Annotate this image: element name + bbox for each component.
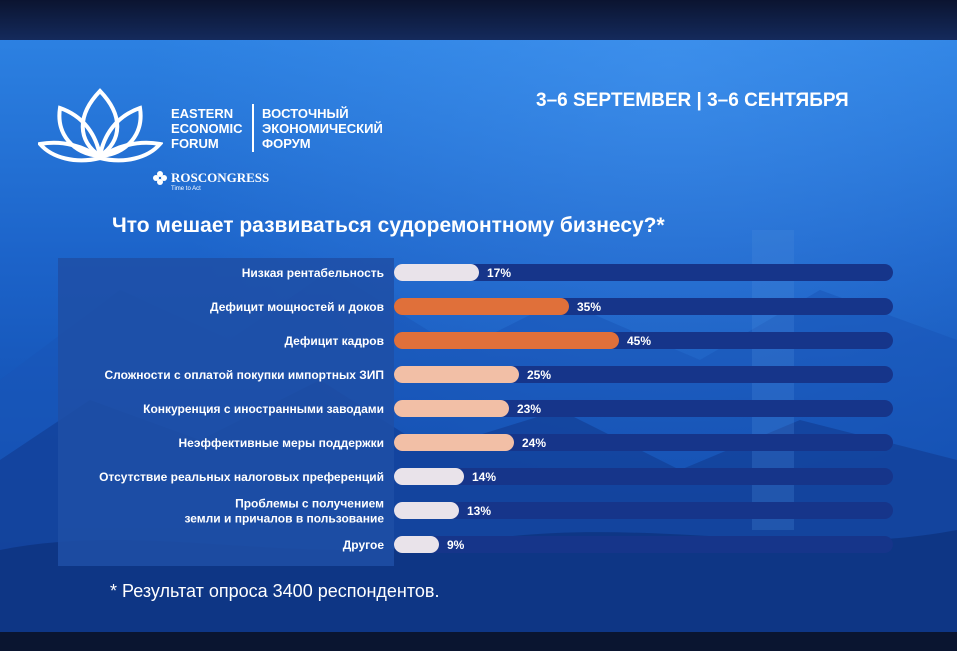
- bar-track: [394, 536, 893, 553]
- forum-logo: EASTERN ECONOMIC FORUM ВОСТОЧНЫЙ ЭКОНОМИ…: [38, 84, 398, 194]
- bar: [394, 264, 479, 281]
- category-label: Дефицит кадров: [284, 334, 384, 348]
- logo-en-line: FORUM: [171, 136, 219, 151]
- bar-track: [394, 468, 893, 485]
- logo-text-english: EASTERN ECONOMIC FORUM: [171, 106, 261, 151]
- bar-track: [394, 366, 893, 383]
- bar: [394, 468, 464, 485]
- bar-value-label: 35%: [577, 300, 601, 314]
- bar-track: [394, 400, 893, 417]
- roscongress-flower-icon: [153, 171, 167, 185]
- category-label: Низкая рентабельность: [242, 266, 384, 280]
- category-label: Дефицит мощностей и доков: [210, 300, 384, 314]
- bar: [394, 536, 439, 553]
- chart-title: Что мешает развиваться судоремонтному би…: [112, 214, 665, 237]
- bar-value-label: 9%: [447, 538, 465, 552]
- bar-track: [394, 264, 893, 281]
- logo-divider: [252, 104, 254, 152]
- bar-track: [394, 502, 893, 519]
- category-label: Проблемы с получением: [235, 497, 384, 511]
- bar: [394, 366, 519, 383]
- category-label: Сложности с оплатой покупки импортных ЗИ…: [104, 368, 384, 382]
- bar-value-label: 45%: [627, 334, 651, 348]
- roscongress-tagline: Time to Act: [171, 186, 201, 192]
- event-dates: 3–6 SEPTEMBER | 3–6 СЕНТЯБРЯ: [536, 90, 849, 111]
- logo-ru-line: ЭКОНОМИЧЕСКИЙ: [262, 121, 383, 136]
- category-label: Отсутствие реальных налоговых преференци…: [99, 470, 384, 484]
- bar: [394, 434, 514, 451]
- bar: [394, 400, 509, 417]
- bar-value-label: 14%: [472, 470, 496, 484]
- survey-footnote: * Результат опроса 3400 респондентов.: [110, 581, 440, 601]
- category-label: земли и причалов в пользование: [184, 512, 384, 526]
- monitor-bezel-bottom: [0, 632, 957, 651]
- bar-value-label: 24%: [522, 436, 546, 450]
- category-label: Неэффективные меры поддержки: [179, 436, 384, 450]
- bar: [394, 502, 459, 519]
- bar: [394, 332, 619, 349]
- bar-value-label: 17%: [487, 266, 511, 280]
- roscongress-logo-text: ROSCONGRESS: [171, 170, 270, 185]
- monitor-bezel-top: [0, 0, 957, 40]
- lotus-logo-icon: [38, 88, 163, 163]
- logo-en-line: EASTERN: [171, 106, 234, 121]
- bar-value-label: 23%: [517, 402, 541, 416]
- logo-ru-line: ФОРУМ: [262, 136, 311, 151]
- category-label: Конкуренция с иностранными заводами: [143, 402, 384, 416]
- logo-ru-line: ВОСТОЧНЫЙ: [262, 106, 349, 121]
- category-label-panel: [58, 258, 394, 566]
- bar-track: [394, 434, 893, 451]
- bar: [394, 298, 569, 315]
- bar-value-label: 25%: [527, 368, 551, 382]
- logo-text-russian: ВОСТОЧНЫЙ ЭКОНОМИЧЕСКИЙ ФОРУМ: [262, 106, 402, 151]
- category-label: Другое: [343, 538, 385, 552]
- logo-en-line: ECONOMIC: [171, 121, 243, 136]
- bar-value-label: 13%: [467, 504, 491, 518]
